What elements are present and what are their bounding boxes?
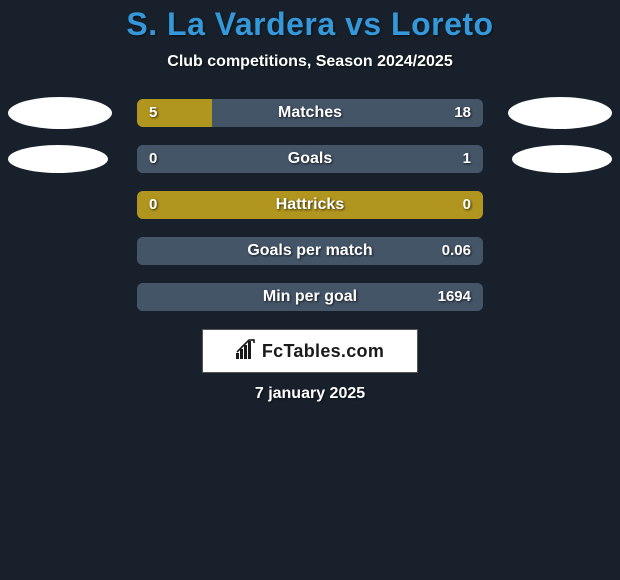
bar-left xyxy=(137,191,483,219)
bar-left xyxy=(137,99,212,127)
bar-right xyxy=(137,145,483,173)
bar-right xyxy=(137,283,483,311)
stat-row: Min per goal1694 xyxy=(0,283,620,311)
player-badge-right xyxy=(508,97,612,129)
bar-track xyxy=(137,237,483,265)
stats-grid: Matches518 Goals01 Hattricks00 Goals per ma… xyxy=(0,99,620,311)
bar-right xyxy=(212,99,483,127)
bar-track xyxy=(137,99,483,127)
subtitle: Club competitions, Season 2024/2025 xyxy=(0,53,620,71)
date-text: 7 january 2025 xyxy=(0,385,620,403)
bar-track xyxy=(137,283,483,311)
page-title: S. La Vardera vs Loreto xyxy=(0,6,620,43)
player-badge-right xyxy=(512,145,612,173)
brand-text: FcTables.com xyxy=(262,341,384,362)
bars-icon xyxy=(236,339,258,364)
stat-row: Hattricks00 xyxy=(0,191,620,219)
player-badge-left xyxy=(8,145,108,173)
stat-row: Goals per match0.06 xyxy=(0,237,620,265)
stat-row: Goals01 xyxy=(0,145,620,173)
stat-row: Matches518 xyxy=(0,99,620,127)
bar-right xyxy=(137,237,483,265)
bar-track xyxy=(137,145,483,173)
comparison-container: S. La Vardera vs Loreto Club competition… xyxy=(0,0,620,403)
player-badge-left xyxy=(8,97,112,129)
brand-box[interactable]: FcTables.com xyxy=(202,329,418,373)
bar-track xyxy=(137,191,483,219)
